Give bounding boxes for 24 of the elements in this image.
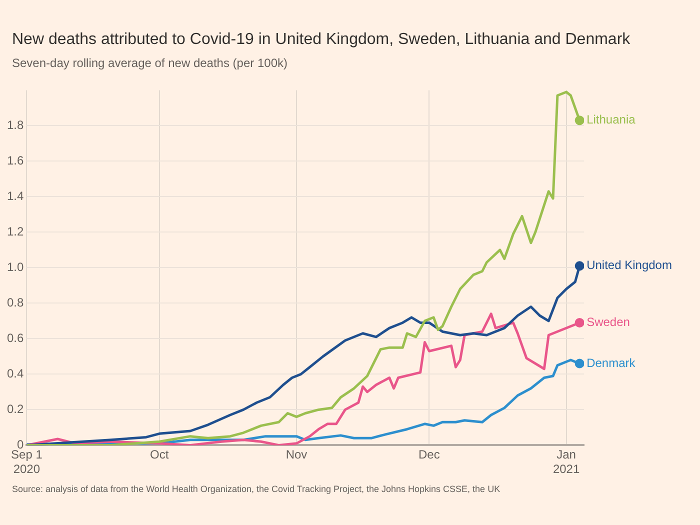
point bbox=[574, 358, 584, 368]
x-tick-label: Jan 2021 bbox=[552, 448, 580, 476]
chart-title: New deaths attributed to Covid-19 in United Kingdom, Sweden, Lithuania and Denmark bbox=[11, 30, 632, 50]
x-tick-label: Oct bbox=[150, 448, 170, 462]
y-tick-label: 0.2 bbox=[6, 402, 24, 416]
point bbox=[574, 261, 584, 271]
x-tick-label: Dec bbox=[418, 448, 440, 462]
series-label: Denmark bbox=[586, 356, 636, 370]
y-tick-label: 1.0 bbox=[6, 260, 24, 274]
series-label: Sweden bbox=[586, 315, 630, 330]
y-tick-label: 0.8 bbox=[6, 296, 24, 310]
chart-subtitle: Seven-day rolling average of new deaths (per 100k) bbox=[11, 55, 288, 70]
series-label: Lithuania bbox=[586, 112, 636, 127]
source-note: Source: analysis of data from the World Health Organization, the Covid Tracking Project, the Johns Hopkins CSSE, the UK bbox=[11, 483, 502, 494]
y-tick-label: 1.6 bbox=[6, 154, 24, 168]
y-tick-label: 0.4 bbox=[6, 366, 24, 381]
point bbox=[574, 318, 584, 328]
y-tick-label: 1.4 bbox=[6, 189, 24, 204]
y-tick-label: 1.8 bbox=[6, 118, 24, 132]
series-label: United Kingdom bbox=[586, 258, 672, 272]
point bbox=[574, 116, 584, 126]
x-tick-label: Nov bbox=[286, 448, 308, 462]
y-tick-label: 0.6 bbox=[6, 331, 24, 346]
y-tick-label: 1.2 bbox=[6, 224, 24, 239]
